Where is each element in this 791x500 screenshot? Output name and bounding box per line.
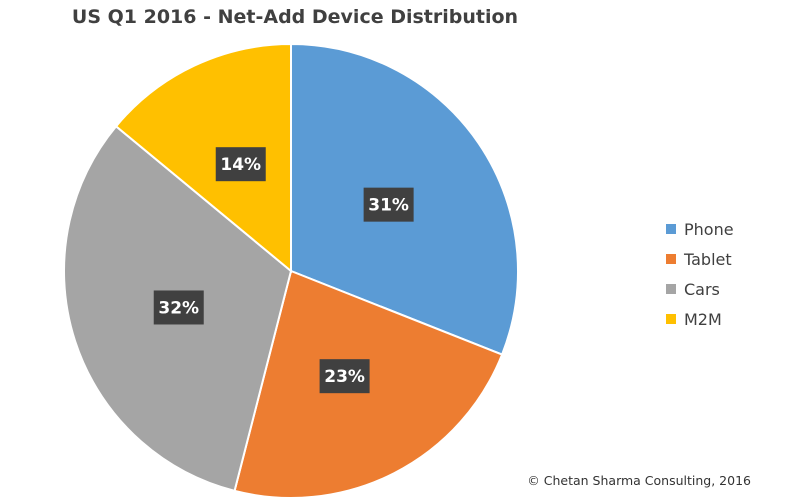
legend-item-cars: Cars [666,274,734,304]
legend-label: M2M [684,309,722,329]
data-label-text: 23% [324,367,365,387]
legend-label: Tablet [684,249,732,269]
data-label-box [319,359,370,394]
data-label-phone: 31% [363,187,414,222]
copyright-credit: © Chetan Sharma Consulting, 2016 [527,473,751,488]
legend-item-m2m: M2M [666,304,734,334]
pie-slice-m2m [114,42,292,274]
data-label-box [363,187,414,222]
legend-swatch [666,314,676,324]
data-label-cars: 32% [153,290,204,325]
legend: Phone Tablet Cars M2M [666,214,734,334]
data-label-m2m: 14% [215,147,266,182]
data-label-text: 31% [368,196,409,216]
legend-item-tablet: Tablet [666,244,734,274]
legend-swatch [666,284,676,294]
data-label-box [215,147,266,182]
legend-swatch [666,254,676,264]
legend-label: Cars [684,279,720,299]
legend-label: Phone [684,219,734,239]
legend-swatch [666,224,676,234]
data-label-text: 32% [158,298,199,318]
chart-title: US Q1 2016 - Net-Add Device Distribution [71,6,519,28]
data-label-tablet: 23% [319,359,370,394]
data-label-text: 14% [220,155,261,175]
data-label-box [153,290,204,325]
legend-item-phone: Phone [666,214,734,244]
